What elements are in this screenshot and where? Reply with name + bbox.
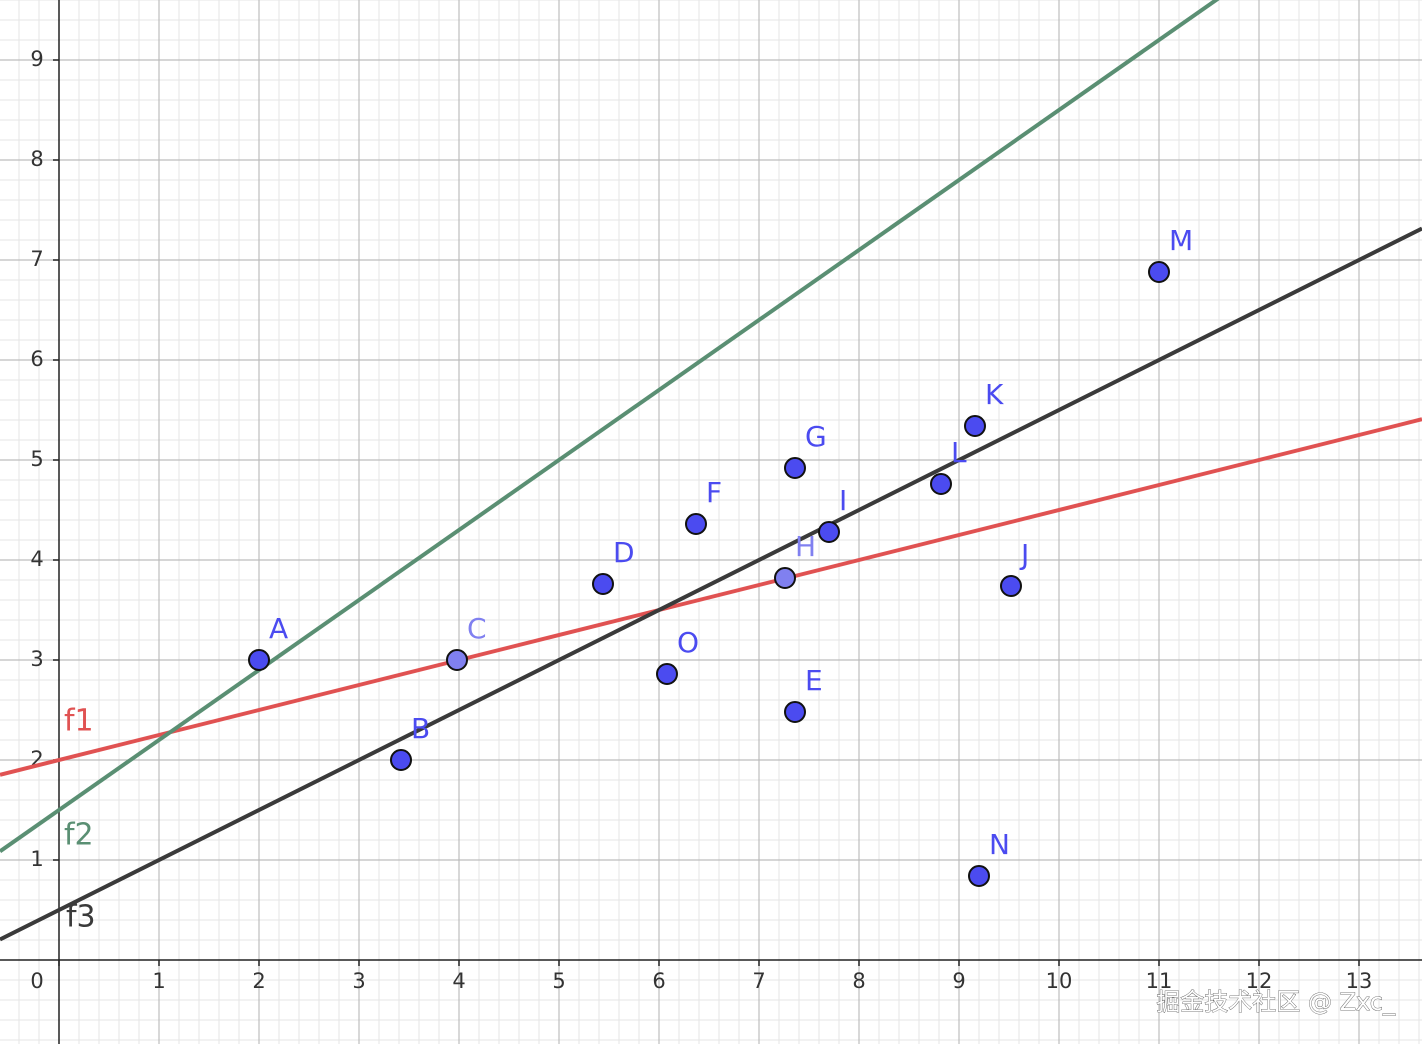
function-label: f2 (64, 818, 94, 853)
point (446, 649, 468, 671)
point (656, 663, 678, 685)
y-tick-label: 5 (30, 447, 43, 471)
point-label: B (411, 712, 430, 745)
point (774, 567, 796, 589)
point (248, 649, 270, 671)
function-label: f3 (66, 900, 96, 935)
x-tick-label: 0 (30, 969, 43, 993)
y-tick-label: 3 (30, 647, 43, 671)
function-line (0, 226, 1422, 942)
x-tick-label: 2 (252, 969, 265, 993)
x-tick-label: 5 (552, 969, 565, 993)
point (390, 749, 412, 771)
point-label: K (985, 378, 1004, 411)
point (930, 473, 952, 495)
x-tick-label: 12 (1246, 969, 1273, 993)
point-label: A (269, 612, 288, 645)
y-tick-label: 4 (30, 547, 43, 571)
point-label: C (467, 612, 487, 645)
point-label: O (677, 626, 699, 659)
point-label: D (613, 536, 635, 569)
point (818, 521, 840, 543)
point (1000, 575, 1022, 597)
x-tick-label: 4 (452, 969, 465, 993)
y-tick-label: 1 (30, 847, 43, 871)
point-label: F (706, 476, 722, 509)
point-label: N (989, 828, 1010, 861)
y-tick-label: 9 (30, 47, 43, 71)
x-tick-label: 7 (752, 969, 765, 993)
y-tick-label: 7 (30, 247, 43, 271)
point-label: I (839, 484, 847, 517)
function-label: f1 (64, 704, 94, 739)
point-label: G (805, 420, 827, 453)
point-label: H (795, 530, 816, 563)
watermark: 掘金技术社区 @ Zxc_ (1156, 988, 1396, 1016)
point (964, 415, 986, 437)
point-label: J (1019, 538, 1029, 571)
x-tick-label: 6 (652, 969, 665, 993)
y-tick-label: 8 (30, 147, 43, 171)
point (592, 573, 614, 595)
point-label: E (805, 664, 823, 697)
function-line (0, 417, 1422, 777)
x-tick-label: 10 (1046, 969, 1073, 993)
x-tick-label: 13 (1346, 969, 1373, 993)
function-line (0, 0, 1220, 853)
x-tick-label: 9 (952, 969, 965, 993)
point (784, 457, 806, 479)
x-tick-label: 11 (1146, 969, 1173, 993)
x-tick-label: 3 (352, 969, 365, 993)
point (685, 513, 707, 535)
x-tick-label: 1 (152, 969, 165, 993)
point (784, 701, 806, 723)
y-tick-label: 6 (30, 347, 43, 371)
x-tick-label: 8 (852, 969, 865, 993)
point-label: L (951, 436, 967, 469)
point (968, 865, 990, 887)
point (1148, 261, 1170, 283)
point-label: M (1169, 224, 1193, 257)
